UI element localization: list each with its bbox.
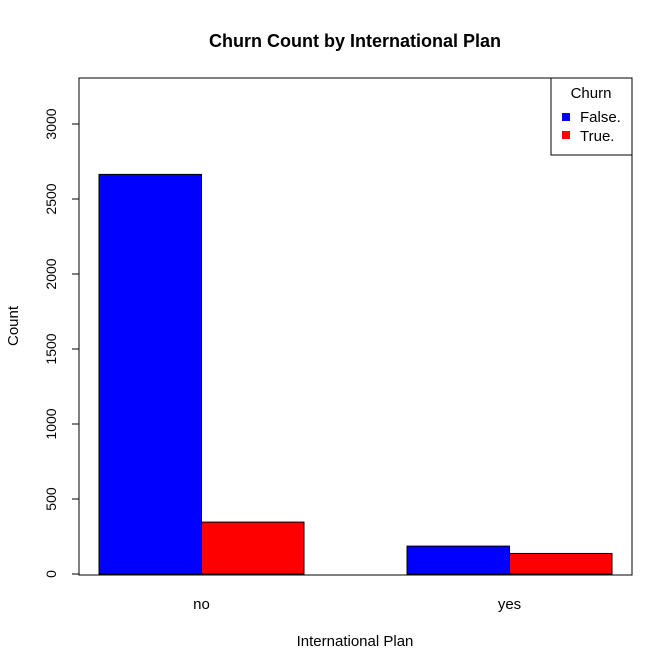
y-tick-label: 2500: [43, 183, 59, 214]
y-tick-label: 500: [43, 487, 59, 511]
chart-title: Churn Count by International Plan: [209, 31, 501, 51]
bars-layer: [98, 173, 613, 575]
bar-no-true: [201, 521, 305, 575]
bar-yes-false: [406, 545, 510, 575]
y-tick-label: 1000: [43, 408, 59, 439]
y-tick-label: 3000: [43, 108, 59, 139]
legend-swatch-true: [562, 131, 570, 139]
x-tick-label-no: no: [193, 596, 210, 613]
x-tick-labels: no yes: [193, 596, 521, 613]
legend-title: Churn: [571, 85, 612, 102]
y-tick-label: 0: [43, 570, 59, 578]
y-tick-label: 1500: [43, 333, 59, 364]
y-axis-label: Count: [5, 305, 22, 346]
legend-label-true: True.: [580, 128, 614, 145]
bar-no-false: [98, 173, 202, 575]
legend-swatch-false: [562, 113, 570, 121]
bar-yes-true: [509, 552, 613, 575]
legend-label-false: False.: [580, 109, 621, 126]
x-axis-label: International Plan: [297, 633, 414, 650]
y-tick-label: 2000: [43, 258, 59, 289]
x-tick-label-yes: yes: [498, 596, 521, 613]
y-axis: 0 500 1000 1500 2000 2500 3000: [43, 108, 80, 578]
legend: Churn False. True.: [550, 77, 633, 156]
